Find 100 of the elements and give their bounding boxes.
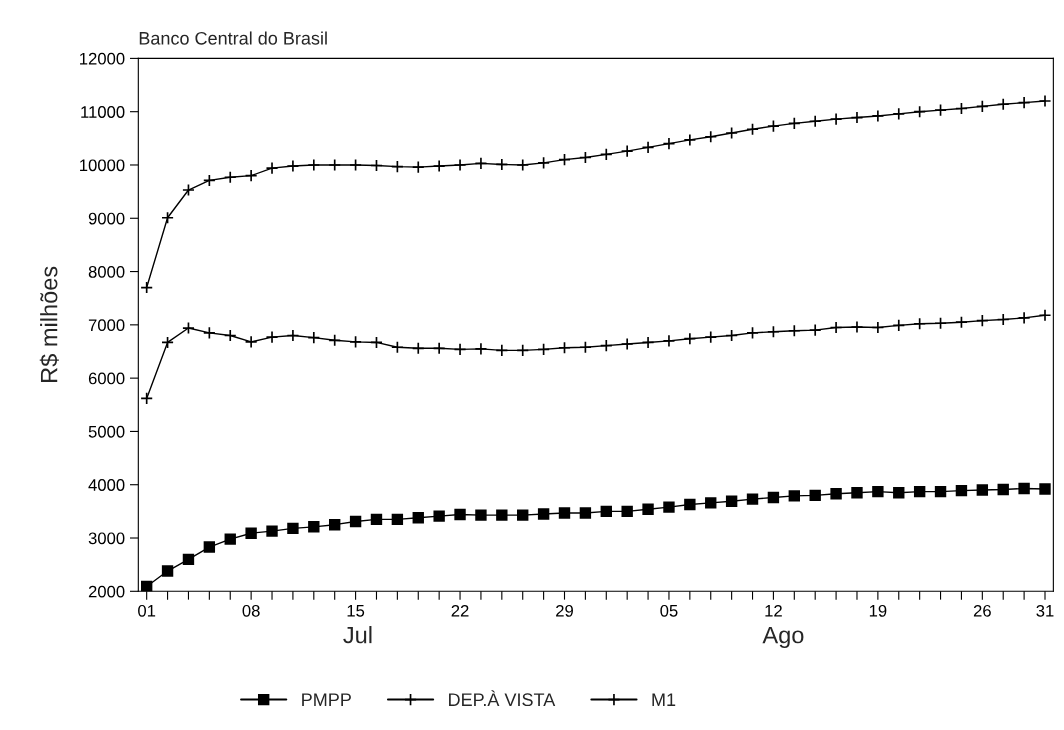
point (808, 323, 822, 337)
y-tick-label: 12000 (80, 52, 125, 65)
point (663, 501, 675, 513)
y-tick-label: 8000 (88, 265, 125, 278)
point (871, 321, 885, 334)
point (287, 522, 299, 535)
point (223, 329, 237, 342)
point (641, 336, 655, 349)
point (725, 329, 739, 342)
point (830, 488, 842, 500)
point (809, 489, 821, 502)
point (265, 330, 279, 344)
point (913, 317, 927, 331)
point (558, 341, 571, 355)
y-tick-label: 9000 (88, 212, 125, 225)
point (871, 109, 885, 123)
point (934, 103, 947, 117)
point (767, 119, 780, 133)
point (390, 160, 404, 173)
text: Ago (762, 626, 804, 649)
point (975, 99, 989, 113)
point (286, 329, 300, 342)
point (244, 335, 258, 349)
point (432, 159, 446, 173)
point (307, 158, 321, 172)
y-tick-label: 3000 (88, 532, 125, 545)
point (683, 332, 697, 346)
y-tick-label: 10000 (80, 159, 125, 172)
point (308, 521, 320, 533)
y-tick-label: 4000 (88, 479, 125, 491)
legend-label: M1 (652, 693, 676, 706)
chart-title: Banco Central do Brasil (139, 31, 327, 45)
point (454, 508, 466, 521)
x-tick-label: 19 (869, 604, 887, 617)
point (955, 484, 968, 497)
point (496, 509, 508, 521)
point (328, 333, 342, 347)
point (370, 159, 383, 172)
point (934, 316, 947, 330)
point (851, 487, 863, 499)
point (683, 133, 697, 147)
point (642, 503, 654, 515)
point (453, 342, 467, 356)
point (997, 483, 1009, 496)
point (432, 341, 446, 355)
point (161, 211, 174, 225)
point (307, 331, 321, 345)
point (767, 325, 780, 339)
point (244, 169, 258, 183)
point (140, 281, 154, 294)
point (558, 507, 571, 519)
point (475, 509, 487, 521)
x-tick-label: 05 (660, 604, 678, 617)
point (934, 485, 947, 498)
point (349, 335, 362, 349)
point (579, 340, 592, 354)
point (328, 158, 342, 172)
point (182, 183, 195, 197)
point (746, 326, 759, 340)
point (892, 318, 906, 332)
x-tick-label: 29 (556, 604, 573, 617)
point (390, 340, 404, 354)
y-tick-label: 7000 (88, 319, 125, 332)
point (1017, 311, 1031, 325)
point (955, 315, 968, 329)
point (767, 491, 780, 504)
point (725, 495, 738, 507)
point (223, 170, 237, 184)
point (808, 114, 822, 128)
point (746, 122, 759, 136)
point (202, 174, 216, 187)
point (537, 508, 550, 520)
point (370, 513, 383, 526)
legend-label: DEP.À VISTA (449, 690, 556, 707)
point (829, 321, 843, 334)
point (516, 158, 530, 172)
point (495, 344, 509, 357)
point (787, 117, 801, 130)
point (788, 490, 801, 502)
point (600, 505, 612, 518)
y-axis-title: R$ milhões (39, 266, 59, 382)
point (705, 497, 717, 509)
point (662, 137, 676, 151)
point (620, 337, 634, 351)
point (746, 493, 759, 505)
point (1038, 94, 1052, 108)
point (996, 313, 1010, 326)
point (537, 156, 551, 170)
point (1038, 308, 1052, 322)
point (872, 485, 884, 498)
point (245, 527, 257, 539)
point (286, 159, 300, 173)
point (725, 126, 739, 140)
y-tick-label: 11000 (81, 106, 125, 118)
point (453, 158, 467, 172)
point (579, 507, 592, 519)
point (203, 541, 216, 553)
point (182, 553, 195, 566)
x-tick-label: 12 (765, 604, 782, 617)
point (1039, 483, 1051, 495)
